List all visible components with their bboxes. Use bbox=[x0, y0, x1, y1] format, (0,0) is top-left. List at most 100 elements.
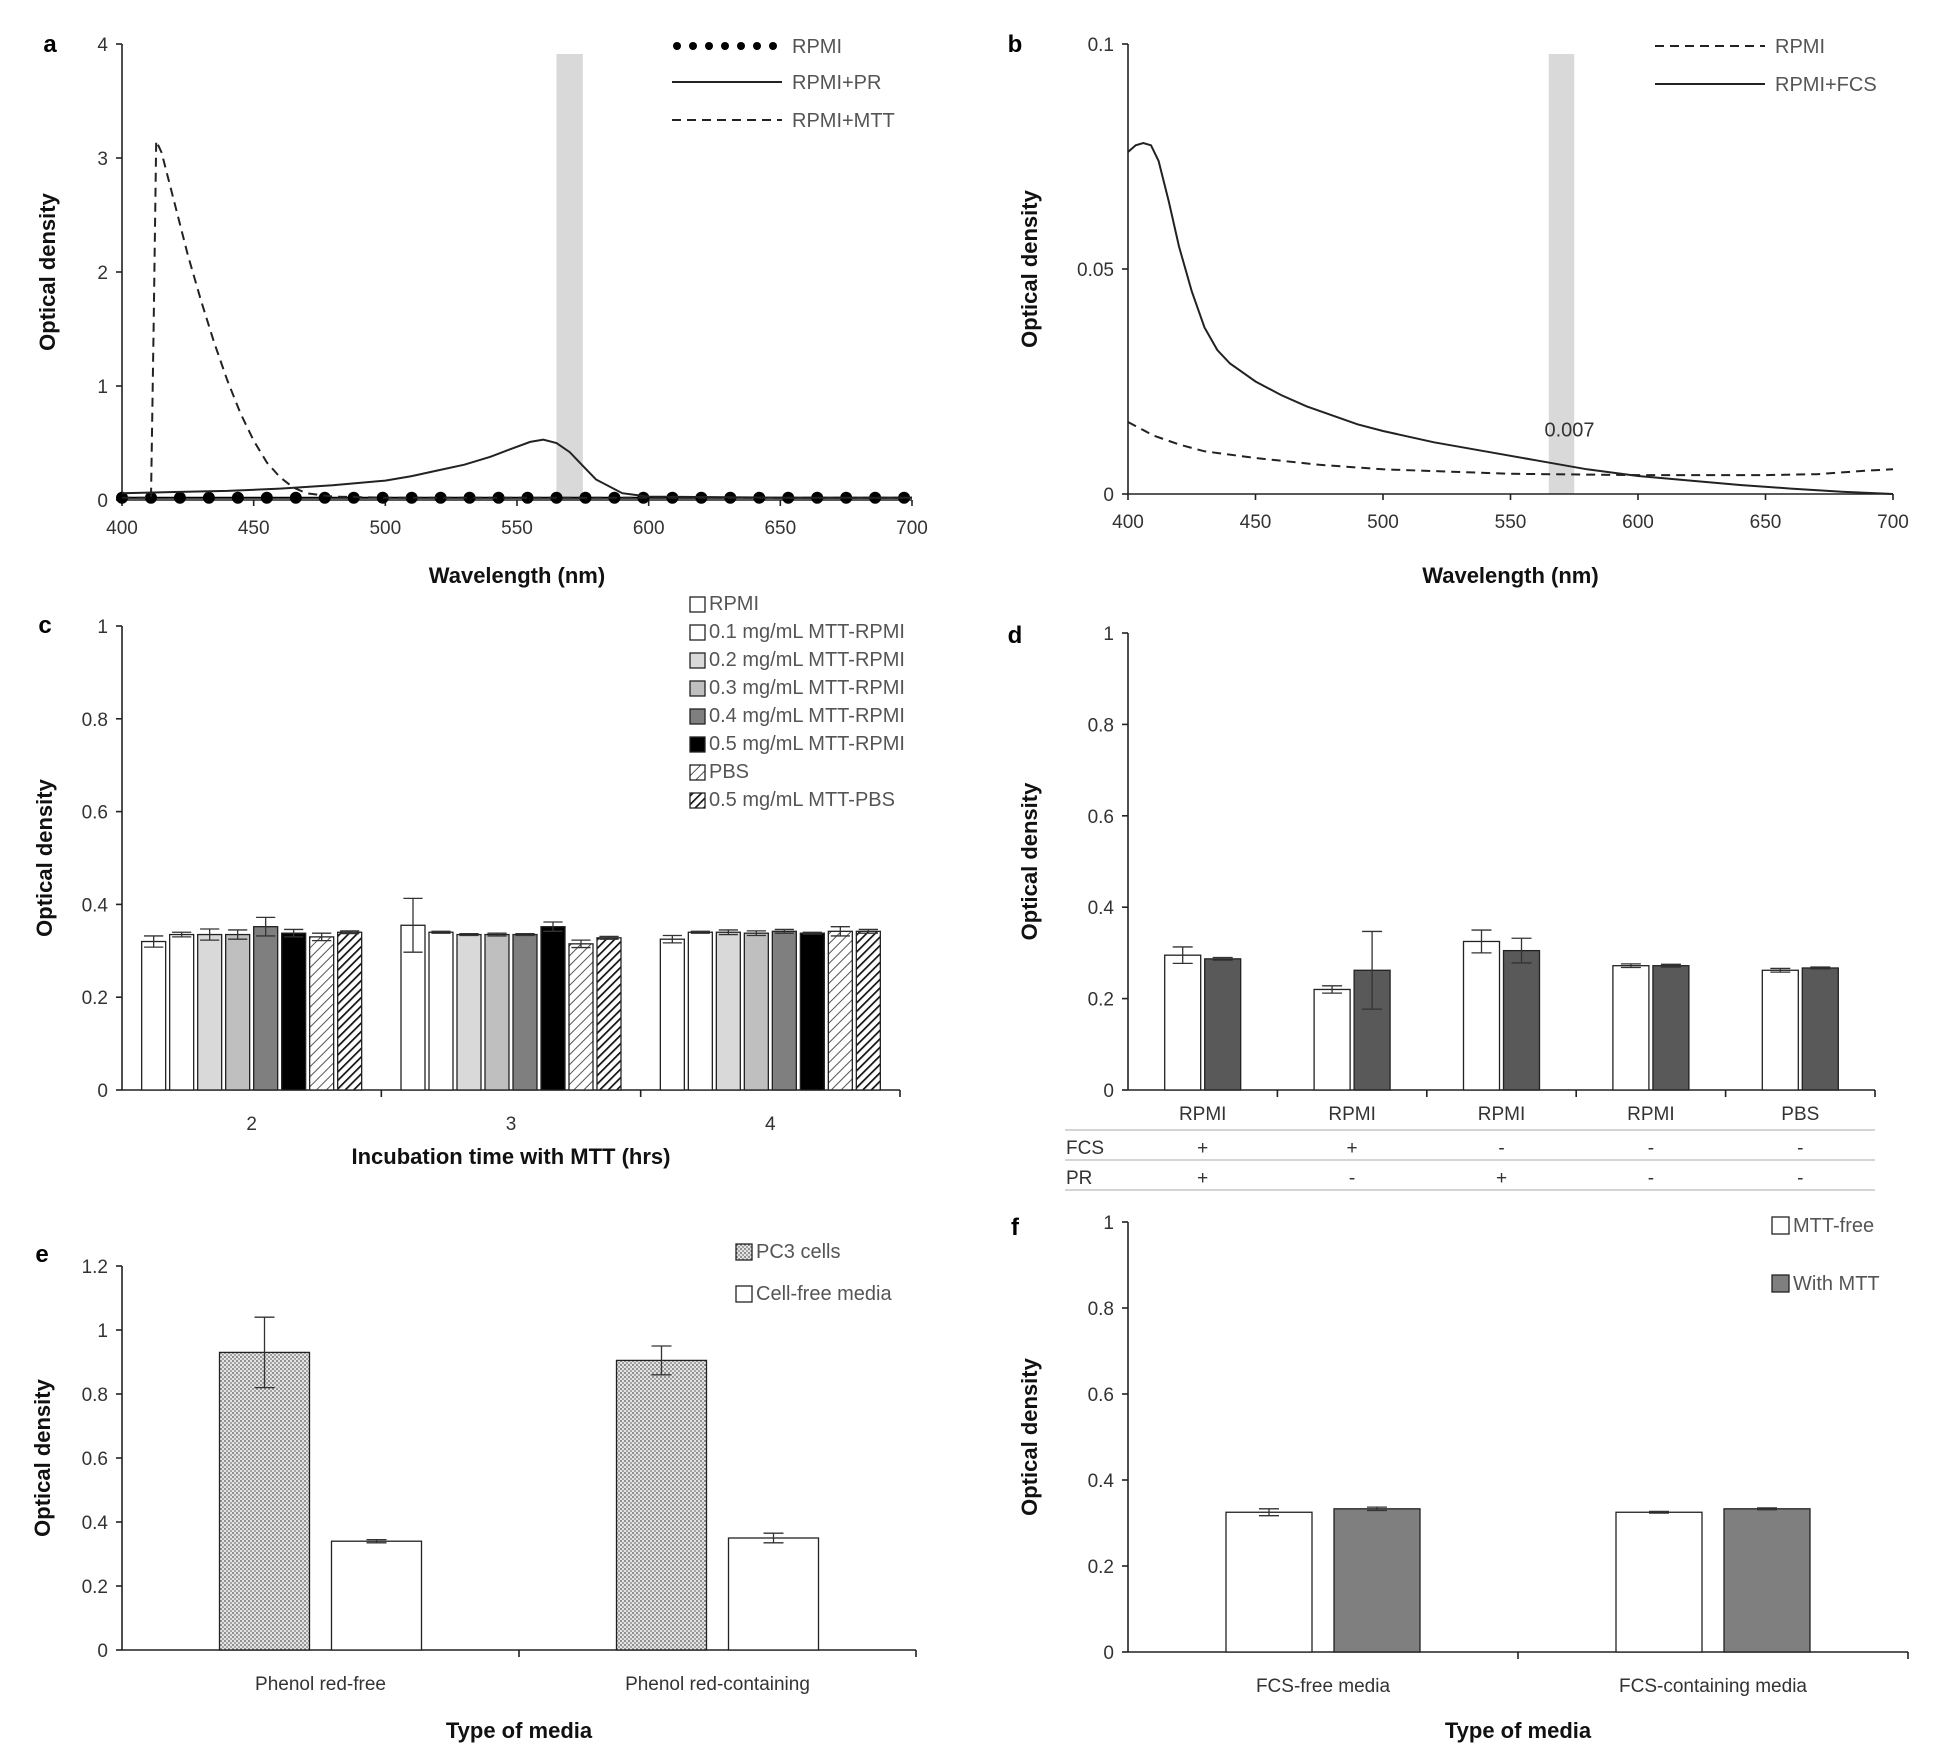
bar bbox=[1723, 1508, 1811, 1653]
bar bbox=[687, 931, 713, 1091]
bar bbox=[1462, 940, 1501, 1091]
y-axis-title: Optical density bbox=[32, 778, 57, 936]
category-fcs-containing-media-label: FCS-containing media bbox=[1619, 1676, 1807, 1697]
y-axis-title: Optical density bbox=[1017, 1357, 1042, 1515]
series-rpmi-mtt bbox=[122, 140, 912, 499]
y-axis-title: Optical density bbox=[1017, 782, 1042, 940]
y-tick-label: 0.4 bbox=[1088, 1471, 1115, 1492]
legend-swatch bbox=[689, 792, 706, 809]
condition-cell: - bbox=[1797, 1168, 1803, 1189]
y-tick-label: 0.8 bbox=[1088, 715, 1114, 736]
legend-marker bbox=[753, 42, 761, 50]
y-tick-label: 0.8 bbox=[82, 1385, 108, 1406]
bar bbox=[568, 943, 594, 1091]
bar bbox=[1333, 1508, 1421, 1653]
bar bbox=[456, 933, 482, 1091]
x-tick-label: 600 bbox=[633, 518, 665, 539]
condition-cell: + bbox=[1496, 1168, 1507, 1189]
panel-label: e bbox=[35, 1241, 48, 1268]
y-tick-label: 0 bbox=[1103, 1081, 1114, 1102]
condition-cell: + bbox=[1197, 1168, 1208, 1189]
legend-swatch bbox=[689, 652, 706, 669]
y-tick-label: 1.2 bbox=[82, 1257, 108, 1278]
panel-d: d 0 0.2 0.4 0.6 0.8 1 Optical density RPMI RPMI RP… bbox=[1008, 622, 1876, 1191]
y-tick-label: 0.6 bbox=[1088, 807, 1114, 828]
bar bbox=[1761, 969, 1799, 1091]
bar bbox=[337, 931, 363, 1091]
y-tick-label: 1 bbox=[97, 377, 108, 398]
panel-label: f bbox=[1011, 1214, 1020, 1241]
x-axis-title: Type of media bbox=[446, 1718, 593, 1743]
legend-label: RPMI bbox=[1775, 36, 1825, 58]
panel-b: b 0 0.05 0.1 400 450 500 550 600 650 700 Wavelength… bbox=[1008, 31, 1909, 588]
y-tick-label: 4 bbox=[97, 35, 108, 56]
y-tick-label: 2 bbox=[97, 263, 108, 284]
bar bbox=[615, 1359, 708, 1651]
legend-label: 0.5 mg/mL MTT-RPMI bbox=[709, 733, 905, 755]
x-tick-label: 650 bbox=[1750, 512, 1782, 533]
bar bbox=[743, 932, 769, 1091]
x-axis-title: Wavelength (nm) bbox=[1422, 563, 1598, 588]
y-tick-label: 0.8 bbox=[82, 710, 108, 731]
series-rpmi bbox=[1127, 421, 1894, 477]
category-rpmi-label: RPMI bbox=[1627, 1104, 1675, 1125]
bar bbox=[659, 938, 685, 1091]
legend-swatch bbox=[689, 736, 706, 753]
legend-label: RPMI+MTT bbox=[792, 110, 895, 132]
panel-a: a 0 1 2 3 4 400 450 500 550 600 650 700 Wavelength (n… bbox=[35, 31, 928, 588]
legend-label: RPMI bbox=[709, 593, 759, 615]
series-rpmi-point bbox=[463, 491, 476, 504]
highlight-band bbox=[1548, 54, 1575, 494]
y-tick-label: 0 bbox=[1103, 485, 1114, 506]
bar bbox=[1801, 967, 1839, 1091]
series-rpmi-point bbox=[405, 491, 418, 504]
bar bbox=[253, 926, 279, 1091]
panel-c: c 0 0.2 0.4 0.6 0.8 1 Optical density Incubation… bbox=[32, 593, 905, 1169]
panel-f: f 0 0.2 0.4 0.6 0.8 1 Optical density Type of me… bbox=[1011, 1213, 1909, 1743]
y-tick-label: 3 bbox=[97, 149, 108, 170]
y-tick-label: 0.2 bbox=[82, 1577, 108, 1598]
series-rpmi-point bbox=[376, 491, 389, 504]
y-tick-label: 0 bbox=[97, 491, 108, 512]
highlight-band bbox=[556, 54, 583, 500]
y-axis-title: Optical density bbox=[30, 1378, 55, 1536]
condition-row-label: PR bbox=[1066, 1168, 1092, 1189]
bar bbox=[330, 1540, 423, 1651]
legend-swatch bbox=[735, 1285, 753, 1303]
legend-label: 0.1 mg/mL MTT-RPMI bbox=[709, 621, 905, 643]
legend-marker bbox=[721, 42, 729, 50]
y-tick-label: 0.6 bbox=[1088, 1385, 1114, 1406]
bar bbox=[1615, 1511, 1703, 1653]
legend-swatch bbox=[689, 624, 706, 641]
bar bbox=[1225, 1511, 1313, 1653]
bar bbox=[512, 933, 538, 1091]
condition-cell: - bbox=[1349, 1168, 1355, 1189]
legend-marker bbox=[737, 42, 745, 50]
series-rpmi-point bbox=[202, 491, 215, 504]
y-tick-label: 0.4 bbox=[82, 895, 109, 916]
category-rpmi-label: RPMI bbox=[1478, 1104, 1526, 1125]
bar bbox=[799, 932, 825, 1091]
bar bbox=[596, 937, 622, 1091]
legend-swatch bbox=[1771, 1216, 1790, 1235]
x-tick-label: 400 bbox=[106, 518, 138, 539]
condition-cell: + bbox=[1197, 1138, 1208, 1159]
category-rpmi-label: RPMI bbox=[1328, 1104, 1376, 1125]
legend-label: Cell-free media bbox=[756, 1283, 892, 1305]
x-tick-label: 600 bbox=[1622, 512, 1654, 533]
legend-label: PBS bbox=[709, 761, 749, 783]
panel-label: b bbox=[1008, 31, 1023, 58]
x-axis-title: Wavelength (nm) bbox=[429, 563, 605, 588]
series-rpmi-point bbox=[173, 491, 186, 504]
legend-swatch bbox=[689, 708, 706, 725]
series-rpmi-point bbox=[521, 491, 534, 504]
bar bbox=[197, 933, 223, 1091]
bar bbox=[715, 931, 741, 1091]
y-tick-label: 0.2 bbox=[1088, 990, 1114, 1011]
x-tick-label: 450 bbox=[238, 518, 270, 539]
y-tick-label: 0 bbox=[97, 1641, 108, 1662]
bar bbox=[827, 930, 853, 1091]
legend-swatch bbox=[1771, 1274, 1790, 1293]
y-tick-label: 0.8 bbox=[1088, 1299, 1114, 1320]
